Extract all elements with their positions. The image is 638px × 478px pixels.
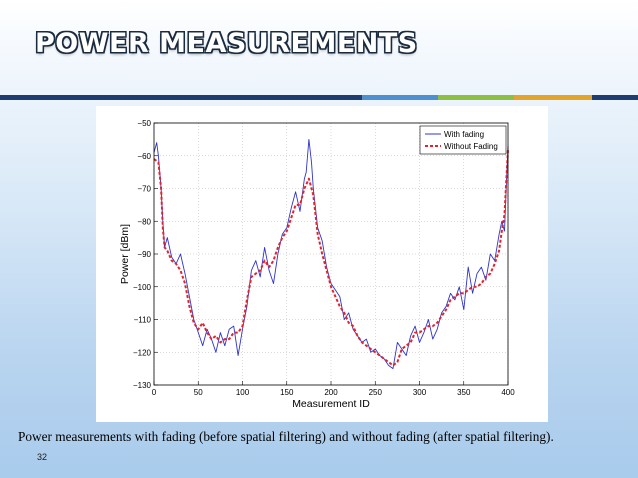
x-tick-label: 150 — [280, 388, 294, 397]
x-tick-label: 200 — [324, 388, 338, 397]
series-lines — [153, 138, 509, 370]
chart-panel: 0 50 100 150 200 250 300 350 400 −50 −60 −70 −80 −90 −… — [96, 106, 548, 422]
x-tick-label: 100 — [236, 388, 250, 397]
slide-title: POWER MEASUREMENTS — [35, 28, 418, 59]
series-line-with-fading — [153, 138, 509, 370]
grid-lines — [153, 122, 509, 386]
x-tick-label: 0 — [152, 388, 157, 397]
slide-number: 32 — [37, 452, 48, 462]
legend-label-with-fading: With fading — [444, 130, 484, 139]
accent-bar-navy-end — [592, 95, 638, 100]
accent-bar-navy — [0, 95, 362, 100]
y-tick-label: −60 — [137, 152, 151, 161]
y-tick-label: −130 — [133, 381, 152, 390]
y-axis-label: Power [dBm] — [119, 224, 131, 284]
series-line-without-fading — [153, 149, 509, 367]
y-tick-label: −90 — [137, 250, 151, 259]
x-tick-label: 400 — [501, 388, 515, 397]
accent-bar-green — [438, 95, 514, 100]
legend: With fading Without Fading — [419, 125, 507, 155]
x-tick-label: 300 — [413, 388, 427, 397]
y-tick-label: −70 — [137, 185, 151, 194]
ticks: 0 50 100 150 200 250 300 350 400 −50 −60 −70 −80 −90 −… — [133, 119, 515, 397]
power-chart: 0 50 100 150 200 250 300 350 400 −50 −60 −70 −80 −90 −… — [119, 119, 515, 410]
x-tick-label: 350 — [457, 388, 471, 397]
y-tick-label: −110 — [134, 316, 152, 325]
x-tick-label: 50 — [194, 388, 203, 397]
y-tick-label: −100 — [133, 283, 152, 292]
legend-box — [419, 125, 507, 155]
slide-caption: Power measurements with fading (before s… — [18, 429, 554, 444]
y-tick-label: −120 — [133, 348, 152, 357]
x-axis-label: Measurement ID — [292, 398, 370, 410]
y-tick-label: −50 — [137, 119, 151, 128]
y-tick-label: −80 — [137, 217, 151, 226]
accent-bar-gold — [514, 95, 592, 100]
legend-label-without-fading: Without Fading — [444, 142, 498, 151]
accent-bar-blue — [362, 95, 438, 100]
x-tick-label: 250 — [369, 388, 383, 397]
